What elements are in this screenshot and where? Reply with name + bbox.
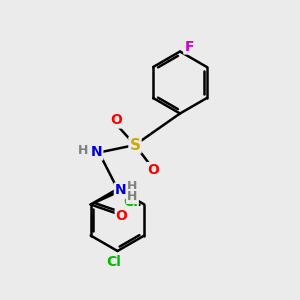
Text: N: N <box>91 146 102 160</box>
Text: H: H <box>127 180 137 193</box>
Text: H: H <box>78 143 88 157</box>
Text: Cl: Cl <box>106 255 121 269</box>
Text: Cl: Cl <box>123 196 138 209</box>
Text: H: H <box>127 190 137 203</box>
Text: O: O <box>147 163 159 177</box>
Text: N: N <box>115 184 127 197</box>
Text: F: F <box>184 40 194 53</box>
Text: S: S <box>130 137 140 152</box>
Text: O: O <box>116 209 127 224</box>
Text: O: O <box>110 113 122 128</box>
